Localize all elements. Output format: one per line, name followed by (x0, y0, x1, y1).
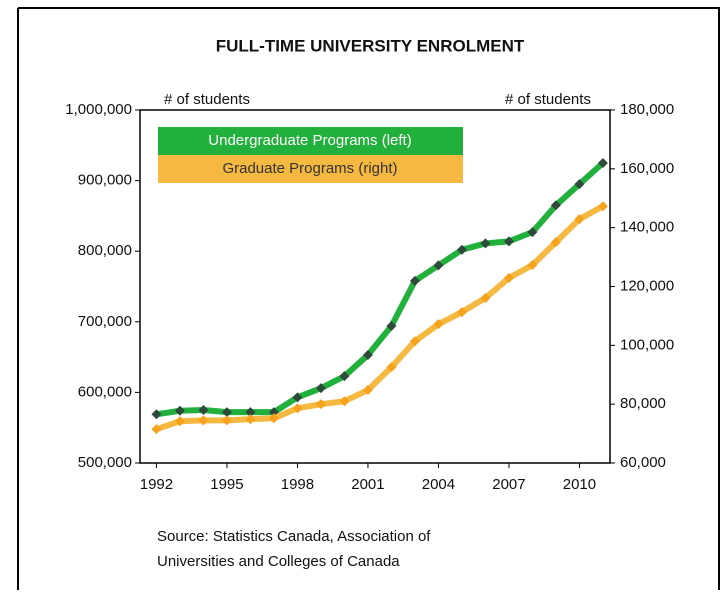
data-point (245, 414, 256, 425)
data-point (456, 307, 467, 318)
x-tick-label: 2007 (492, 476, 525, 493)
data-point (221, 407, 232, 418)
data-point (527, 227, 538, 238)
data-point (339, 371, 350, 382)
y-tick-label: 500,000 (78, 454, 132, 471)
data-point (480, 238, 491, 249)
data-point (550, 237, 561, 248)
y2-axis-label: # of students (505, 91, 591, 108)
y-axis-label: # of students (164, 91, 250, 108)
data-point (433, 260, 444, 271)
data-point (386, 362, 397, 373)
y2-tick-label: 120,000 (620, 277, 674, 294)
data-point (597, 201, 608, 212)
data-point (503, 236, 514, 247)
data-point (527, 260, 538, 271)
series-line (155, 203, 605, 433)
data-point (151, 409, 162, 420)
y-tick-label: 1,000,000 (65, 101, 132, 118)
data-point (174, 416, 185, 427)
data-point (480, 292, 491, 303)
data-point (503, 272, 514, 283)
y-tick-label: 800,000 (78, 242, 132, 259)
data-point (386, 321, 397, 332)
x-tick-label: 1998 (281, 476, 314, 493)
data-point (315, 399, 326, 410)
data-point (151, 424, 162, 435)
data-point (550, 200, 561, 211)
x-tick-label: 2004 (422, 476, 455, 493)
y2-tick-label: 160,000 (620, 160, 674, 177)
y2-tick-label: 180,000 (620, 101, 674, 118)
x-tick-label: 1995 (210, 476, 243, 493)
y-tick-label: 900,000 (78, 172, 132, 189)
data-point (456, 244, 467, 255)
data-point (574, 179, 585, 190)
y-tick-label: 700,000 (78, 313, 132, 330)
y-tick-label: 600,000 (78, 383, 132, 400)
y2-tick-label: 80,000 (620, 395, 666, 412)
data-point (315, 383, 326, 394)
data-point (409, 275, 420, 286)
source-note: Source: Statistics Canada, Association o… (157, 528, 431, 545)
data-point (362, 349, 373, 360)
source-note: Universities and Colleges of Canada (157, 553, 400, 570)
data-point (362, 385, 373, 396)
data-point (268, 413, 279, 424)
x-tick-label: 2010 (563, 476, 596, 493)
legend-label: Graduate Programs (right) (222, 160, 397, 177)
chart-title: FULL-TIME UNIVERSITY ENROLMENT (216, 36, 525, 55)
data-point (198, 405, 209, 416)
y2-tick-label: 60,000 (620, 454, 666, 471)
data-point (174, 405, 185, 416)
data-point (292, 403, 303, 414)
data-point (198, 415, 209, 426)
data-point (245, 407, 256, 418)
data-point (433, 319, 444, 330)
x-tick-label: 2001 (351, 476, 384, 493)
data-point (339, 396, 350, 407)
y2-tick-label: 140,000 (620, 219, 674, 236)
y2-tick-label: 100,000 (620, 336, 674, 353)
data-point (574, 214, 585, 225)
data-point (597, 157, 608, 168)
legend-swatch (158, 127, 463, 155)
data-point (221, 415, 232, 426)
data-point (292, 392, 303, 403)
legend-swatch (158, 155, 463, 183)
data-point (409, 336, 420, 347)
x-tick-label: 1992 (140, 476, 173, 493)
legend-label: Undergraduate Programs (left) (208, 132, 411, 149)
